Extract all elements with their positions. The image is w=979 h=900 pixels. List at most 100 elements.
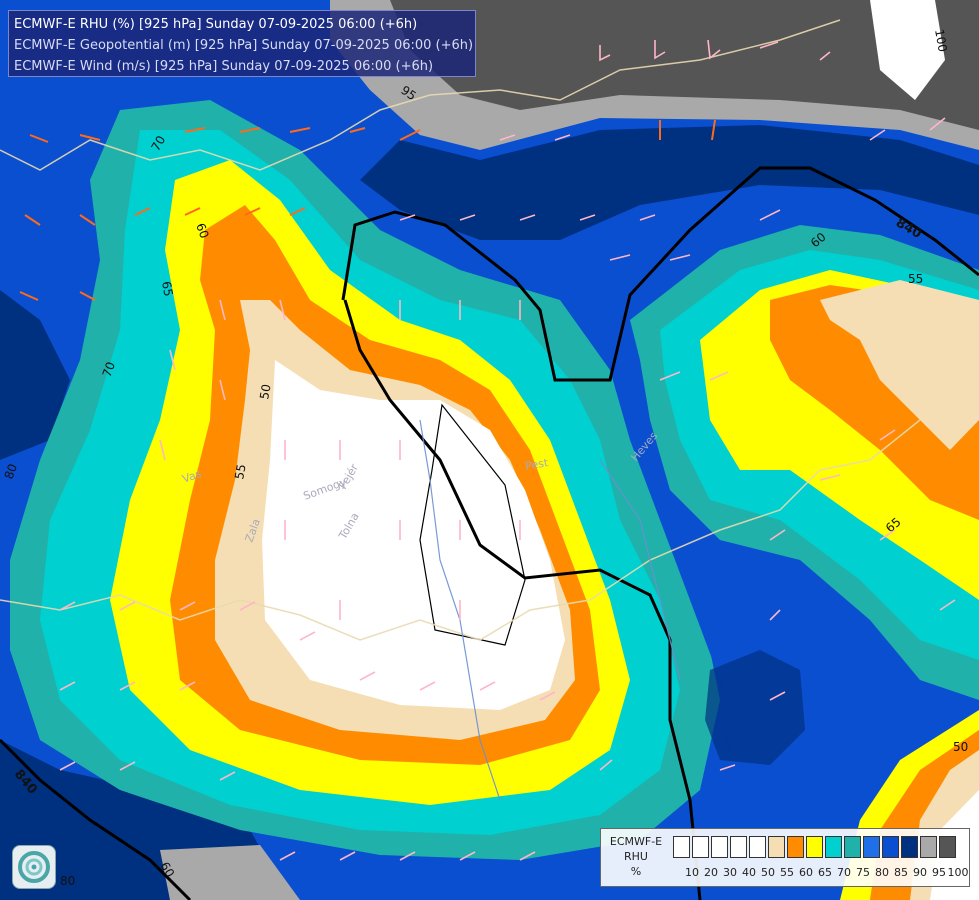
wind-barb xyxy=(459,851,476,861)
logo-icon xyxy=(12,845,56,889)
legend-swatch xyxy=(825,836,842,858)
wind-barb xyxy=(184,127,206,133)
legend-swatch xyxy=(768,836,785,858)
legend-tick-label: 100 xyxy=(947,866,969,879)
legend-tick-label: 85 xyxy=(894,866,908,879)
legend-swatch xyxy=(939,836,956,858)
geopotential-contour-840-central xyxy=(343,299,702,900)
legend-tick-label: 50 xyxy=(761,866,775,879)
wind-barb xyxy=(819,51,831,61)
wind-barb xyxy=(879,529,896,541)
legend-swatch xyxy=(882,836,899,858)
contour-label-50-a: 50 xyxy=(257,383,273,400)
title-rhu: ECMWF-E RHU (%) [925 hPa] Sunday 07-09-2… xyxy=(14,17,418,32)
legend-swatch xyxy=(730,836,747,858)
geopotential-contour-840-sw xyxy=(0,738,192,900)
wind-barb xyxy=(659,371,681,381)
wind-barb xyxy=(169,349,176,371)
legend-swatch xyxy=(787,836,804,858)
wind-barb xyxy=(19,291,39,301)
legend-unit: % xyxy=(630,865,642,878)
contour-label-65-a: 65 xyxy=(159,280,175,297)
contour-label-60-c: 60 xyxy=(157,860,177,880)
wind-barb xyxy=(519,851,536,861)
title-wind: ECMWF-E Wind (m/s) [925 hPa] Sunday 07-0… xyxy=(14,59,434,74)
border-line-north xyxy=(0,19,841,171)
wind-barb xyxy=(419,681,436,691)
wind-barb xyxy=(119,681,136,691)
wind-barbs-orange xyxy=(19,119,716,301)
wind-barb xyxy=(134,207,151,216)
wind-barb xyxy=(239,601,256,611)
wind-barb xyxy=(669,254,691,261)
wind-barb xyxy=(79,214,96,226)
place-label-vas: Vas xyxy=(181,467,204,486)
wind-barb xyxy=(279,851,296,861)
legend-tick-label: 95 xyxy=(932,866,946,879)
wind-barb xyxy=(279,299,286,321)
wind-barb xyxy=(654,40,666,60)
contour-label-55-a: 55 xyxy=(232,463,248,480)
wind-barb xyxy=(59,681,76,691)
contour-label-100: 100 xyxy=(932,28,950,53)
contour-label-50-b: 50 xyxy=(953,740,968,754)
wind-barb xyxy=(289,207,306,216)
legend-tick-label: 65 xyxy=(818,866,832,879)
wind-barb xyxy=(499,134,516,141)
wind-barb xyxy=(929,117,946,131)
legend-title-line1: ECMWF-E xyxy=(609,835,663,848)
wind-barb xyxy=(219,379,226,401)
legend-tick-label: 60 xyxy=(799,866,813,879)
wind-barb xyxy=(599,45,611,62)
legend-title-line2: RHU xyxy=(624,850,648,863)
rhu-fill-50 xyxy=(262,360,565,710)
legend-swatch xyxy=(844,836,861,858)
wind-barb xyxy=(339,851,356,861)
legend-swatch xyxy=(711,836,728,858)
wind-barb xyxy=(119,601,136,611)
wind-barb xyxy=(709,371,729,381)
place-label-pest: Pest xyxy=(524,456,550,473)
wind-barb xyxy=(244,207,261,216)
wind-barb xyxy=(599,759,613,771)
wind-barb xyxy=(769,691,786,701)
wind-barb xyxy=(79,291,96,301)
legend-swatch xyxy=(920,836,937,858)
wind-barbs xyxy=(59,39,956,861)
wind-barb xyxy=(554,134,571,141)
legend-tick-label: 10 xyxy=(685,866,699,879)
rhu-fill-90-south xyxy=(705,650,805,765)
wind-barb xyxy=(289,127,311,133)
wind-barb xyxy=(519,214,536,221)
rhu-fill-90-west xyxy=(0,290,70,460)
wind-barb xyxy=(29,134,49,143)
rhu-fill-90-north xyxy=(360,125,979,240)
wind-barb xyxy=(184,207,201,216)
wind-barb xyxy=(639,214,656,221)
legend-swatch xyxy=(806,836,823,858)
rhu-fill-100 xyxy=(390,0,979,130)
wind-barb xyxy=(399,851,416,861)
river-tisza xyxy=(599,459,681,681)
wind-barb xyxy=(579,214,596,221)
legend-tick-label: 20 xyxy=(704,866,718,879)
wind-barb xyxy=(79,134,101,141)
contour-label-70-b: 70 xyxy=(100,360,118,379)
wind-barb xyxy=(239,127,261,133)
contour-label-70-a: 70 xyxy=(148,133,168,153)
legend-tick-label: 80 xyxy=(875,866,889,879)
legend-tick-label: 30 xyxy=(723,866,737,879)
wind-barb xyxy=(349,127,366,133)
wind-barb xyxy=(179,681,196,691)
contour-label-80-a: 80 xyxy=(2,462,20,481)
legend-tick-label: 90 xyxy=(913,866,927,879)
wind-barb xyxy=(299,631,316,641)
wind-barb xyxy=(399,129,421,141)
rhu-fill-55-east xyxy=(820,280,979,450)
wind-barb xyxy=(359,671,376,681)
wind-barb xyxy=(539,691,556,701)
wind-barb xyxy=(479,681,496,691)
wind-barb xyxy=(59,601,76,611)
wind-barb xyxy=(759,209,781,221)
